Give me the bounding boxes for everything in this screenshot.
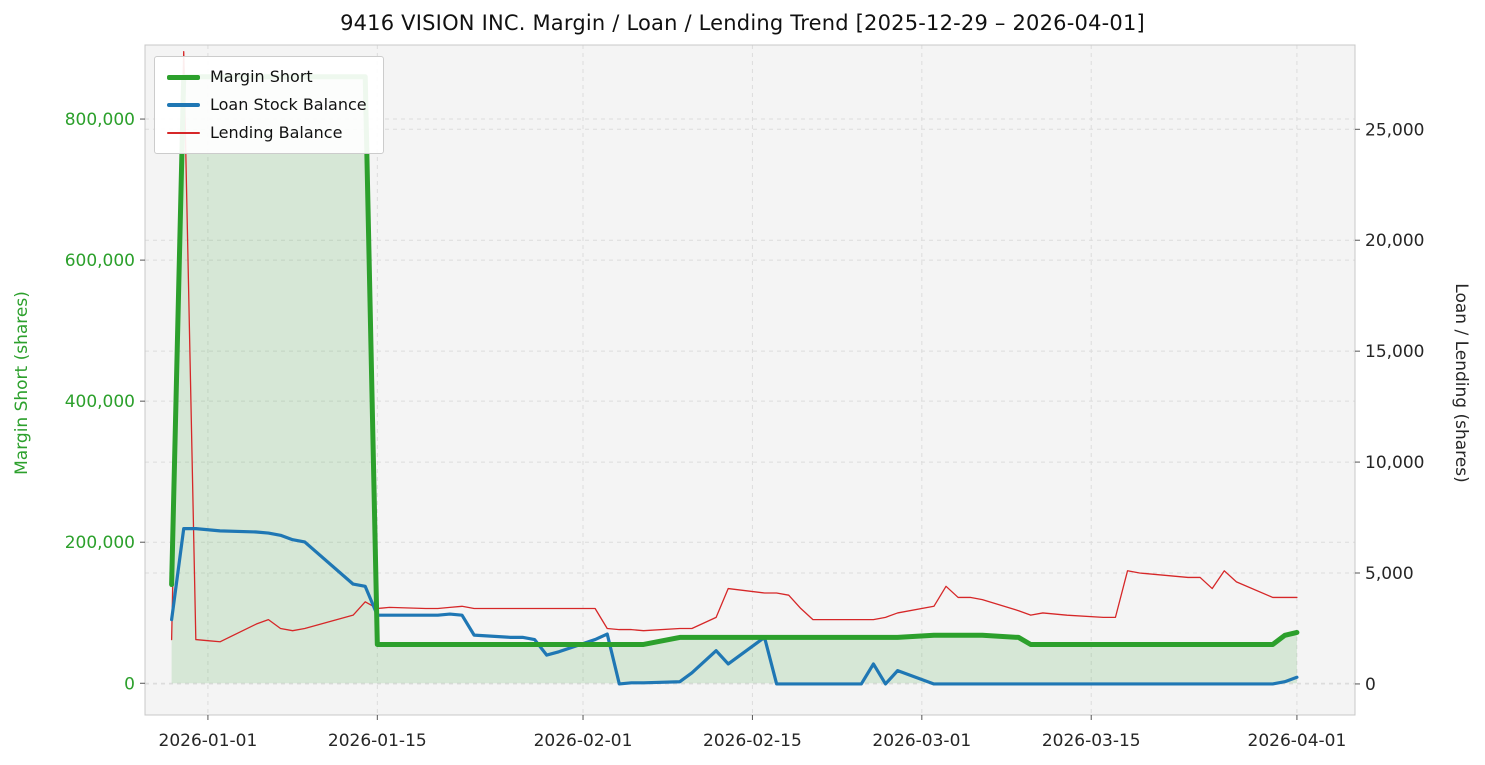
svg-text:5,000: 5,000: [1365, 564, 1414, 584]
svg-text:20,000: 20,000: [1365, 231, 1424, 251]
svg-text:400,000: 400,000: [65, 392, 135, 412]
legend-item-margin-short: Margin Short: [167, 67, 367, 87]
svg-text:200,000: 200,000: [65, 533, 135, 553]
legend: Margin Short Loan Stock Balance Lending …: [154, 56, 384, 154]
chart-title: 9416 VISION INC. Margin / Loan / Lending…: [340, 11, 1145, 35]
loan-stock-balance-line-swatch: [167, 103, 200, 107]
svg-text:2026-01-01: 2026-01-01: [159, 731, 258, 751]
svg-text:25,000: 25,000: [1365, 120, 1424, 140]
margin-short-line-swatch: [167, 74, 200, 80]
svg-text:0: 0: [124, 674, 135, 694]
legend-label-margin-short: Margin Short: [210, 67, 313, 86]
legend-item-lending-balance: Lending Balance: [167, 123, 367, 143]
legend-label-loan-stock-balance: Loan Stock Balance: [210, 95, 367, 114]
svg-text:800,000: 800,000: [65, 110, 135, 130]
legend-label-lending-balance: Lending Balance: [210, 123, 343, 142]
svg-text:2026-02-01: 2026-02-01: [534, 731, 633, 751]
svg-text:15,000: 15,000: [1365, 342, 1424, 362]
svg-text:2026-02-15: 2026-02-15: [703, 731, 802, 751]
svg-text:2026-01-15: 2026-01-15: [328, 731, 427, 751]
svg-text:600,000: 600,000: [65, 251, 135, 271]
left-axis-label: Margin Short (shares): [12, 291, 32, 475]
legend-item-loan-stock-balance: Loan Stock Balance: [167, 95, 367, 115]
right-axis-label: Loan / Lending (shares): [1451, 283, 1471, 483]
svg-text:2026-03-01: 2026-03-01: [872, 731, 971, 751]
svg-text:2026-03-15: 2026-03-15: [1042, 731, 1141, 751]
svg-text:2026-04-01: 2026-04-01: [1248, 731, 1347, 751]
lending-balance-line-swatch: [167, 132, 200, 134]
svg-text:10,000: 10,000: [1365, 453, 1424, 473]
svg-text:0: 0: [1365, 675, 1376, 695]
